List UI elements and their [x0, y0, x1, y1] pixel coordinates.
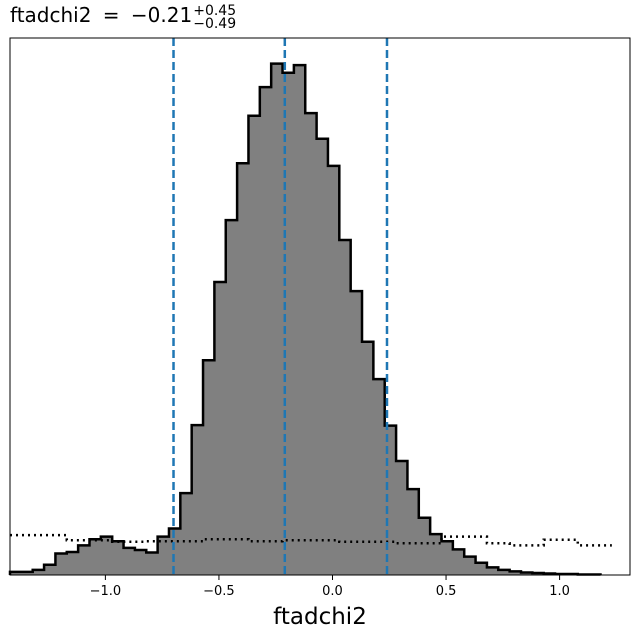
posterior-histogram [8, 62, 602, 576]
prior-histogram [10, 533, 612, 547]
title-upper-error: +0.45 [193, 3, 236, 19]
histogram-bar [248, 115, 261, 575]
histogram-bar [66, 551, 79, 575]
histogram-bar [100, 536, 113, 575]
x-axis-ticks: −1.0 −0.5 0.0 0.5 1.0 [90, 575, 570, 599]
x-tick-label: 0.5 [436, 584, 457, 599]
x-tick-label: −0.5 [203, 584, 235, 599]
title-median: −0.21 [131, 3, 192, 27]
histogram-bar [486, 567, 499, 575]
histogram-bar [89, 539, 102, 575]
histogram-bar [10, 571, 22, 575]
histogram-bar [203, 360, 215, 575]
chart-title: ftadchi2 = −0.21 [10, 3, 192, 27]
histogram-bar [384, 425, 397, 575]
histogram-bar [464, 556, 476, 575]
histogram-bar [350, 291, 363, 575]
histogram-bar [430, 534, 442, 575]
histogram-bar [305, 113, 317, 576]
histogram-bar [259, 87, 272, 576]
title-param: ftadchi2 [10, 3, 91, 27]
histogram-bar [271, 63, 283, 575]
histogram-bar [452, 549, 465, 575]
prior-outline [10, 533, 612, 547]
histogram-bar [55, 553, 68, 575]
x-axis-label: ftadchi2 [273, 604, 367, 630]
histogram-bar [282, 72, 295, 575]
quantile-lines [172, 38, 389, 575]
histogram-outline [8, 62, 602, 576]
histogram-bar [214, 281, 227, 575]
histogram-bar [225, 220, 238, 575]
histogram-bar [498, 569, 511, 575]
x-tick-label: −1.0 [90, 584, 122, 599]
histogram-bar [362, 341, 374, 575]
histogram-bar [146, 552, 159, 575]
histogram-bar [44, 564, 56, 575]
plot-frame [9, 37, 631, 576]
histogram-bar [78, 545, 90, 575]
x-tick-label: 1.0 [549, 584, 570, 599]
histogram-bar [21, 571, 34, 575]
histogram-bar [32, 569, 45, 575]
histogram-bar [396, 460, 408, 575]
histogram-bar [112, 541, 124, 575]
histogram-bar [293, 65, 306, 575]
title-equals: = [103, 3, 120, 27]
histogram-bar [123, 547, 136, 575]
histogram-bar [168, 528, 181, 575]
histogram-bar [316, 138, 329, 575]
histogram-bar [134, 549, 147, 575]
histogram-bar [180, 493, 193, 575]
histogram-bar [157, 536, 170, 575]
histogram-bar [441, 541, 454, 575]
x-tick-label: 0.0 [322, 584, 343, 599]
histogram-bar [475, 562, 488, 575]
histogram-bar [373, 379, 386, 575]
histogram-bar [418, 517, 431, 575]
histogram-bar [520, 572, 533, 575]
histogram-bar [237, 163, 249, 576]
title-lower-error: −0.49 [193, 16, 236, 32]
histogram-bar [191, 425, 204, 575]
histogram-bar [509, 571, 522, 575]
histogram-bar [339, 240, 352, 575]
histogram-bar [327, 165, 340, 575]
histogram-bar [407, 489, 420, 575]
